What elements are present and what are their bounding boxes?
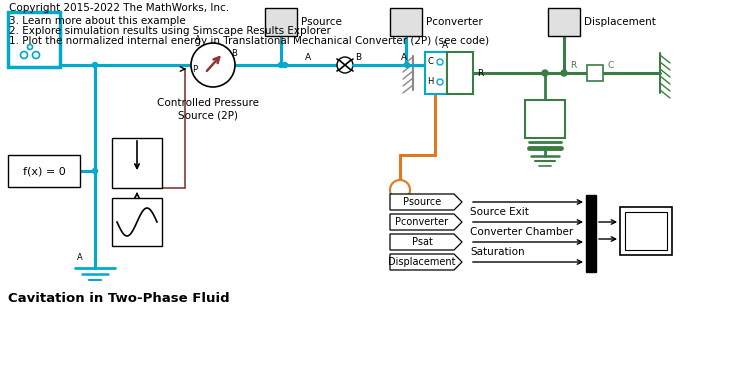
Polygon shape (390, 234, 462, 250)
Text: Psource: Psource (403, 197, 441, 207)
Circle shape (561, 70, 567, 76)
Text: C: C (427, 58, 433, 66)
Bar (112, 138, 162, 188)
Text: Displacement: Displacement (388, 257, 456, 267)
Text: A: A (195, 34, 201, 44)
Polygon shape (390, 254, 462, 270)
Text: A: A (401, 53, 407, 61)
Text: 3. Learn more about this example: 3. Learn more about this example (9, 16, 186, 26)
Circle shape (437, 79, 443, 85)
Text: R: R (477, 69, 483, 77)
Bar (586, 195, 596, 272)
Circle shape (191, 43, 235, 87)
Circle shape (437, 59, 443, 65)
Text: Psource: Psource (301, 17, 342, 27)
Bar (8, 155, 80, 187)
Text: P: P (192, 64, 197, 74)
Circle shape (542, 70, 548, 76)
Text: Copyright 2015-2022 The MathWorks, Inc.: Copyright 2015-2022 The MathWorks, Inc. (9, 3, 229, 13)
Circle shape (278, 63, 283, 67)
Text: R: R (570, 61, 576, 69)
Bar (390, 8, 422, 36)
Bar (548, 8, 580, 36)
Text: Pconverter: Pconverter (426, 17, 483, 27)
Text: Converter Chamber: Converter Chamber (470, 227, 573, 237)
Text: C: C (607, 61, 613, 69)
Bar (625, 212, 667, 250)
Text: 2. Explore simulation results using Simscape Results Explorer: 2. Explore simulation results using Sims… (9, 26, 331, 36)
Polygon shape (390, 214, 462, 230)
Text: Displacement: Displacement (584, 17, 656, 27)
Text: B: B (355, 53, 361, 61)
Text: Cavitation in Two-Phase Fluid: Cavitation in Two-Phase Fluid (8, 291, 230, 304)
Text: Saturation: Saturation (470, 247, 525, 257)
Bar (620, 207, 672, 255)
Bar (446, 52, 473, 94)
Polygon shape (390, 194, 462, 210)
Bar (587, 65, 603, 81)
Circle shape (404, 63, 410, 67)
Text: Psat: Psat (412, 237, 432, 247)
Circle shape (283, 63, 288, 67)
Bar (525, 100, 565, 138)
Text: A: A (442, 41, 448, 50)
Bar (8, 12, 60, 67)
Text: A: A (77, 252, 83, 262)
Circle shape (92, 63, 98, 67)
Text: Source (2P): Source (2P) (178, 110, 238, 120)
Bar (425, 52, 446, 94)
Circle shape (21, 52, 27, 58)
Text: B: B (231, 49, 237, 58)
Circle shape (27, 44, 32, 50)
Bar (265, 8, 297, 36)
Text: A: A (305, 53, 311, 61)
Circle shape (337, 57, 353, 73)
Circle shape (390, 180, 410, 200)
Text: Pconverter: Pconverter (396, 217, 448, 227)
Bar (112, 198, 162, 246)
Circle shape (32, 52, 40, 58)
Circle shape (92, 169, 98, 174)
Text: Source Exit: Source Exit (470, 207, 529, 217)
Text: Controlled Pressure: Controlled Pressure (157, 98, 259, 108)
Text: f(x) = 0: f(x) = 0 (23, 166, 65, 176)
Text: 1. Plot the normalized internal energy in Translational Mechanical Converter (2P: 1. Plot the normalized internal energy i… (9, 36, 489, 46)
Text: H: H (427, 77, 433, 86)
